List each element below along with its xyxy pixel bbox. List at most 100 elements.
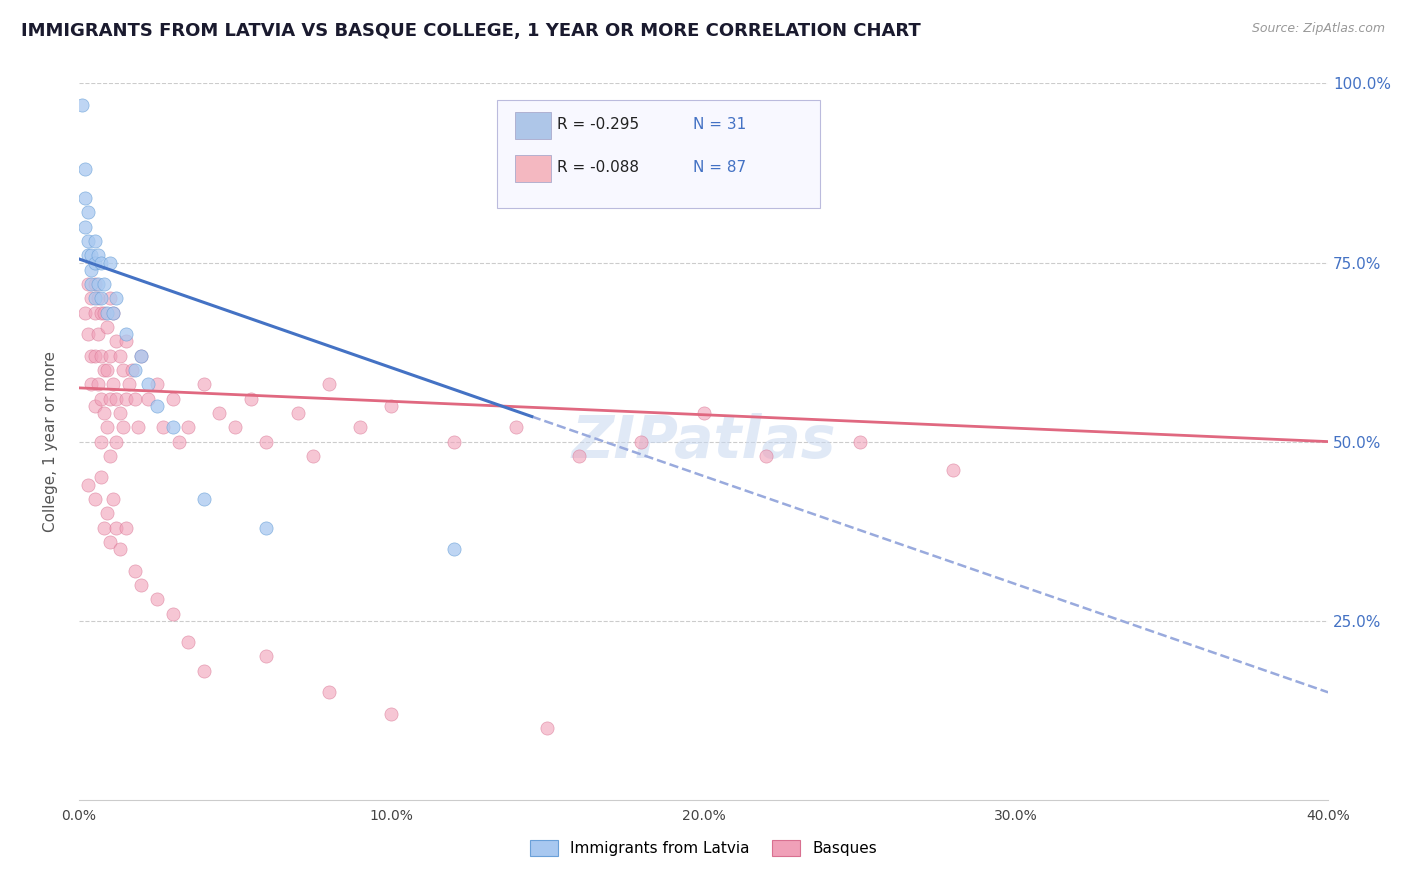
Point	[136, 392, 159, 406]
Point	[90, 255, 112, 269]
Point	[162, 420, 184, 434]
Point	[208, 406, 231, 420]
Point	[254, 520, 277, 534]
Point	[103, 306, 125, 320]
Point	[80, 262, 103, 277]
Point	[75, 306, 97, 320]
Point	[111, 363, 134, 377]
Point	[193, 377, 215, 392]
Point	[118, 377, 141, 392]
Point	[114, 327, 136, 342]
Point	[380, 399, 402, 413]
Point	[105, 334, 128, 349]
Point	[162, 392, 184, 406]
Point	[98, 349, 121, 363]
Point	[114, 520, 136, 534]
Point	[80, 377, 103, 392]
Point	[318, 685, 340, 699]
Point	[114, 334, 136, 349]
Point	[111, 420, 134, 434]
Point	[80, 248, 103, 262]
Point	[568, 449, 591, 463]
Point	[70, 98, 93, 112]
Point	[105, 291, 128, 305]
Y-axis label: College, 1 year or more: College, 1 year or more	[44, 351, 58, 533]
Point	[98, 255, 121, 269]
Point	[380, 706, 402, 721]
Text: N = 31: N = 31	[693, 117, 747, 132]
Point	[90, 291, 112, 305]
Point	[77, 327, 100, 342]
Point	[254, 649, 277, 664]
Point	[77, 477, 100, 491]
Point	[93, 520, 115, 534]
Point	[96, 420, 118, 434]
Point	[83, 234, 105, 248]
Point	[77, 205, 100, 219]
Text: ZIPatlas: ZIPatlas	[571, 413, 835, 470]
Legend: Immigrants from Latvia, Basques: Immigrants from Latvia, Basques	[523, 832, 884, 863]
Point	[167, 434, 190, 449]
Point	[96, 306, 118, 320]
Point	[105, 392, 128, 406]
Point	[152, 420, 174, 434]
Point	[127, 420, 149, 434]
Point	[254, 434, 277, 449]
Point	[75, 162, 97, 177]
Point	[105, 520, 128, 534]
Point	[239, 392, 262, 406]
Point	[83, 277, 105, 291]
Point	[124, 392, 146, 406]
Text: R = -0.295: R = -0.295	[557, 117, 640, 132]
Point	[90, 349, 112, 363]
Point	[90, 470, 112, 484]
Point	[83, 255, 105, 269]
Point	[108, 542, 131, 557]
Point	[103, 306, 125, 320]
Text: Source: ZipAtlas.com: Source: ZipAtlas.com	[1251, 22, 1385, 36]
Point	[848, 434, 870, 449]
Point	[193, 664, 215, 678]
Point	[146, 592, 169, 607]
Point	[93, 277, 115, 291]
Point	[105, 434, 128, 449]
Point	[90, 392, 112, 406]
Point	[103, 377, 125, 392]
Point	[443, 434, 465, 449]
Point	[98, 291, 121, 305]
Point	[86, 291, 108, 305]
Point	[349, 420, 371, 434]
Point	[103, 491, 125, 506]
Point	[80, 291, 103, 305]
Point	[86, 277, 108, 291]
Point	[177, 635, 200, 649]
Point	[77, 248, 100, 262]
Point	[942, 463, 965, 477]
Point	[96, 320, 118, 334]
Point	[630, 434, 652, 449]
Point	[318, 377, 340, 392]
Point	[131, 578, 153, 592]
Point	[443, 542, 465, 557]
Point	[114, 392, 136, 406]
Point	[124, 363, 146, 377]
Point	[77, 234, 100, 248]
Point	[224, 420, 246, 434]
Point	[536, 721, 558, 735]
Point	[287, 406, 309, 420]
Point	[96, 363, 118, 377]
Point	[96, 506, 118, 520]
Point	[93, 306, 115, 320]
Point	[80, 349, 103, 363]
Point	[162, 607, 184, 621]
Point	[136, 377, 159, 392]
Point	[86, 248, 108, 262]
Point	[83, 491, 105, 506]
Point	[131, 349, 153, 363]
Point	[90, 306, 112, 320]
Point	[177, 420, 200, 434]
Point	[75, 191, 97, 205]
Point	[146, 377, 169, 392]
Point	[108, 406, 131, 420]
Text: N = 87: N = 87	[693, 160, 747, 175]
